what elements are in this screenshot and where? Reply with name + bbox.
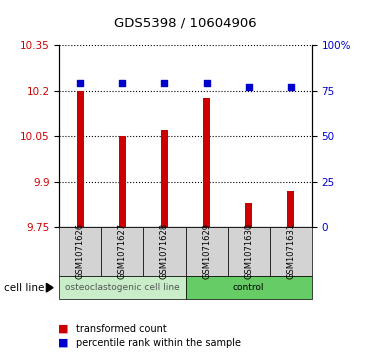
Text: GDS5398 / 10604906: GDS5398 / 10604906 [114,16,257,29]
Text: GSM1071626: GSM1071626 [76,223,85,280]
Bar [203,98,210,227]
Text: osteoclastogenic cell line: osteoclastogenic cell line [65,283,180,292]
Point [288,84,293,90]
Bar [288,191,294,227]
Text: cell line: cell line [4,283,44,293]
Text: GSM1071628: GSM1071628 [160,223,169,280]
Text: transformed count: transformed count [76,323,167,334]
Point [161,81,167,86]
Text: percentile rank within the sample: percentile rank within the sample [76,338,241,348]
Point [204,81,210,86]
Polygon shape [46,283,53,292]
Text: control: control [233,283,264,292]
Bar [77,91,83,227]
Point [119,81,125,86]
Point [246,84,252,90]
Point [78,81,83,86]
Bar [246,203,252,227]
Text: GSM1071629: GSM1071629 [202,223,211,280]
Text: ■: ■ [58,338,68,348]
Bar [119,136,125,227]
Text: ■: ■ [58,323,68,334]
Bar [161,130,168,227]
Text: GSM1071627: GSM1071627 [118,223,127,280]
Text: GSM1071631: GSM1071631 [286,223,295,280]
Text: GSM1071630: GSM1071630 [244,223,253,280]
